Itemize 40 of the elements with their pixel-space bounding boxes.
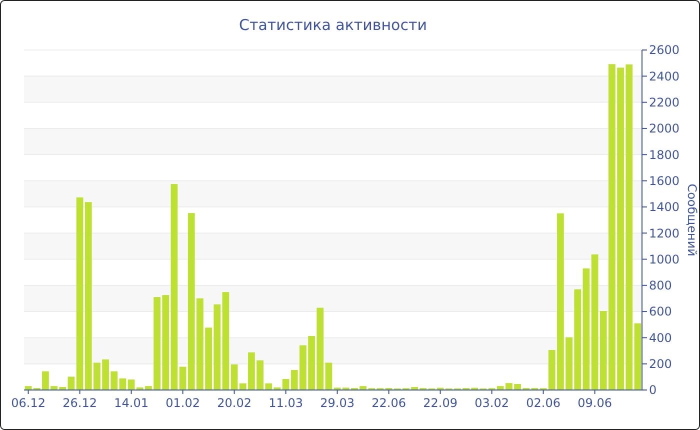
x-tick-label: 11.03 [268,396,303,410]
x-tick-label: 22.06 [372,396,406,410]
bar [282,379,290,390]
bar [128,380,135,390]
y-tick-label: 2600 [649,43,680,58]
bar [222,292,230,390]
bar [591,254,598,390]
bar [582,268,590,390]
bar [170,184,178,390]
bar [179,366,186,390]
y-tick-label: 800 [649,278,672,293]
y-tick-label: 200 [649,357,672,372]
y-tick-label: 600 [649,304,672,319]
chart-title: Статистика активности [239,16,427,34]
y-tick-label: 1800 [649,148,680,162]
y-tick-label: 2400 [649,69,680,84]
x-tick-label: 03.02 [474,396,509,410]
bar [230,364,238,390]
y-tick-label: 1000 [649,252,680,266]
y-axis-title: Сообщений [685,184,699,256]
x-tick-label: 09.06 [578,396,612,410]
x-tick-label: 26.12 [62,396,97,410]
y-tick-label: 1200 [649,226,680,240]
y-tick-label: 0 [649,383,657,398]
y-tick-label: 2200 [649,96,680,110]
x-tick-label: 29.03 [320,396,354,410]
bar [76,197,84,390]
x-tick-label: 06.12 [11,396,46,410]
x-tick-label: 01.02 [166,396,200,410]
y-tick-label: 1600 [649,174,680,188]
bar [325,362,332,390]
y-tick-label: 2000 [649,122,680,136]
y-tick-label: 400 [649,330,672,345]
x-tick-label: 22.09 [423,396,458,410]
bar [68,376,75,390]
x-tick-label: 14.01 [114,396,148,410]
bar [634,323,642,390]
x-tick-label: 02.06 [526,396,560,410]
y-tick-label: 1400 [649,200,680,214]
x-tick-label: 20.02 [217,396,252,410]
